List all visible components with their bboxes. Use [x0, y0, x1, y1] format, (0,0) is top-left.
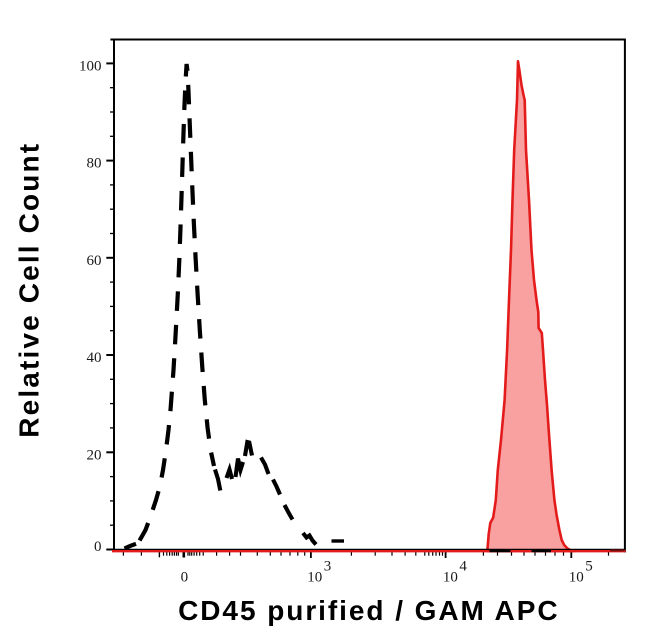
svg-text:Relative Cell Count: Relative Cell Count: [14, 142, 45, 438]
svg-text:80: 80: [87, 156, 102, 172]
svg-text:0: 0: [94, 539, 102, 555]
svg-text:100: 100: [79, 58, 102, 74]
svg-text:40: 40: [87, 350, 102, 366]
svg-text:0: 0: [181, 570, 189, 586]
svg-text:20: 20: [87, 447, 102, 463]
svg-text:CD45 purified / GAM APC: CD45 purified / GAM APC: [178, 595, 559, 626]
svg-text:60: 60: [87, 253, 102, 269]
